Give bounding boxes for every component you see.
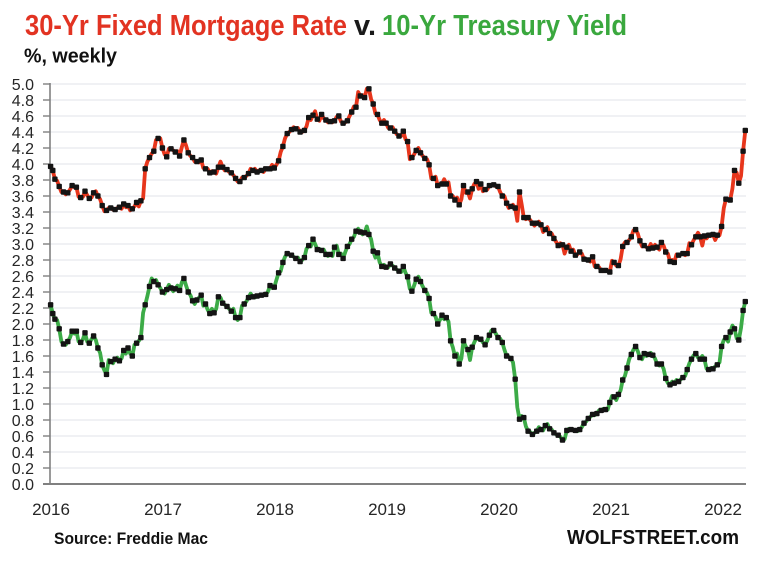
svg-text:2.0: 2.0	[12, 317, 34, 334]
svg-text:2.8: 2.8	[12, 253, 34, 270]
svg-text:4.2: 4.2	[12, 141, 34, 158]
svg-text:v.: v.	[354, 10, 376, 42]
svg-text:Source: Freddie Mac: Source: Freddie Mac	[54, 529, 208, 548]
svg-text:2016: 2016	[32, 500, 70, 519]
svg-text:2.6: 2.6	[12, 269, 34, 286]
svg-text:1.6: 1.6	[12, 349, 34, 366]
svg-text:WOLFSTREET.com: WOLFSTREET.com	[567, 527, 739, 549]
svg-text:3.8: 3.8	[12, 173, 34, 190]
svg-text:1.8: 1.8	[12, 333, 34, 350]
svg-text:0.2: 0.2	[12, 461, 34, 478]
svg-text:10-Yr Treasury Yield: 10-Yr Treasury Yield	[382, 10, 627, 42]
svg-text:0.6: 0.6	[12, 429, 34, 446]
svg-text:3.6: 3.6	[12, 189, 34, 206]
svg-text:3.4: 3.4	[12, 205, 34, 222]
svg-text:4.8: 4.8	[12, 93, 34, 110]
svg-text:2021: 2021	[592, 500, 630, 519]
svg-text:%, weekly: %, weekly	[24, 46, 118, 68]
svg-text:4.4: 4.4	[12, 125, 34, 142]
svg-text:2020: 2020	[480, 500, 518, 519]
svg-text:4.6: 4.6	[12, 109, 34, 126]
svg-text:30-Yr Fixed Mortgage Rate: 30-Yr Fixed Mortgage Rate	[25, 10, 347, 42]
svg-text:1.2: 1.2	[12, 381, 34, 398]
svg-text:1.4: 1.4	[12, 365, 34, 382]
svg-text:2017: 2017	[144, 500, 182, 519]
svg-text:2019: 2019	[368, 500, 406, 519]
svg-text:5.0: 5.0	[12, 77, 34, 94]
svg-text:0.4: 0.4	[12, 445, 34, 462]
svg-text:2.4: 2.4	[12, 285, 34, 302]
svg-text:3.2: 3.2	[12, 221, 34, 238]
svg-text:2022: 2022	[704, 500, 742, 519]
svg-text:4.0: 4.0	[12, 157, 34, 174]
svg-text:0.8: 0.8	[12, 413, 34, 430]
svg-text:2018: 2018	[256, 500, 294, 519]
svg-text:2.2: 2.2	[12, 301, 34, 318]
svg-text:0.0: 0.0	[12, 477, 34, 494]
svg-text:3.0: 3.0	[12, 237, 34, 254]
svg-text:1.0: 1.0	[12, 397, 34, 414]
